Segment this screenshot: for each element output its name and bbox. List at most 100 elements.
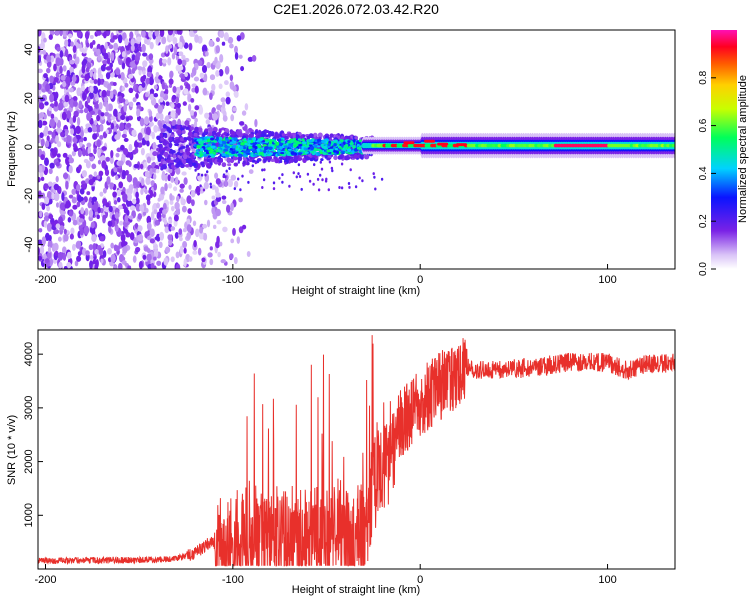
spectrogram-cell <box>149 228 155 237</box>
spectrogram-cell <box>108 225 112 234</box>
spectrogram-cell <box>142 60 148 68</box>
spectrogram-cell <box>87 201 93 209</box>
spectrogram-cell <box>117 262 123 269</box>
spectrogram-cell <box>184 164 190 168</box>
spectrogram-cell <box>126 122 132 128</box>
spectrogram-cell <box>169 193 173 201</box>
spectrogram-cell <box>344 143 349 148</box>
spectrogram-cell <box>169 134 175 138</box>
spectrogram-cell <box>43 113 47 120</box>
spectrogram-cell <box>202 76 207 81</box>
spectrogram-cell <box>241 224 247 230</box>
spectrogram-cell <box>278 142 284 146</box>
spectrogram-cell <box>78 218 85 223</box>
spectrogram-cell <box>108 44 114 50</box>
spectrogram-cell <box>38 255 43 261</box>
spectrogram-cell <box>182 101 187 106</box>
spectrogram-cell <box>146 71 152 78</box>
spectrogram-cell <box>153 173 157 180</box>
spectrogram-cell <box>279 145 283 150</box>
spectrogram-cell <box>209 185 213 189</box>
spectrogram-cell <box>131 67 136 74</box>
spectrogram-cell <box>156 135 162 141</box>
spectrogram-cell <box>327 188 330 192</box>
spectrogram-cell <box>69 87 74 93</box>
spectrogram-cell <box>85 42 90 48</box>
spectrogram-cell <box>177 58 183 65</box>
spectrogram-cell <box>152 151 158 157</box>
spectrogram-cell <box>159 231 165 241</box>
spectrogram-cell <box>181 205 187 213</box>
spectrogram-cell <box>118 30 123 34</box>
spectrogram-cell <box>197 59 203 67</box>
spectrogram-cell <box>67 33 73 38</box>
spectrogram-cell <box>232 144 237 149</box>
spectrogram-cell <box>83 107 89 114</box>
spectrogram-cell <box>121 169 126 179</box>
spectrogram-cell <box>44 157 49 167</box>
spectrogram-cell <box>89 110 96 115</box>
spectrogram-cell <box>373 175 376 179</box>
spectrogram-cell <box>142 70 146 75</box>
spectrogram-cell <box>268 140 273 145</box>
spectrogram-cell <box>317 188 321 192</box>
spectrogram-cell <box>209 246 213 251</box>
spectrogram-cell <box>170 205 175 212</box>
spectrogram-cell <box>168 83 173 88</box>
spectrogram-cell <box>250 148 254 152</box>
spectrogram-cell <box>254 161 257 165</box>
spectrogram-cell <box>93 72 97 80</box>
spectrogram-cell <box>201 139 205 144</box>
spectrogram-cell <box>91 234 97 242</box>
spectrogram-cell <box>40 154 45 161</box>
spectrogram-cell <box>74 260 79 267</box>
spectrogram-cell <box>99 124 104 132</box>
spectrogram-cell <box>203 232 208 241</box>
spectrogram-cell <box>124 229 129 234</box>
spectrogram-cell <box>278 176 281 180</box>
spectrogram-cell <box>106 57 111 65</box>
spectrogram-cell <box>155 112 160 120</box>
spectrogram-cell <box>104 41 108 50</box>
spectrogram-cell <box>175 64 181 72</box>
spectrogram-cell <box>106 89 111 97</box>
spectrogram-cell <box>233 154 238 157</box>
spectrogram-cell <box>43 183 49 189</box>
spectrogram-cell <box>129 101 134 107</box>
spectrogram-cell <box>297 152 303 156</box>
spectrogram-cell <box>229 74 234 82</box>
spectrogram-cell <box>43 253 47 258</box>
spectrogram-cell <box>212 60 217 66</box>
spectrogram-cell <box>188 42 193 51</box>
spectrogram-cell <box>326 157 331 161</box>
spectrogram-cell <box>317 152 321 156</box>
spectrogram-cell <box>361 179 364 183</box>
spectrogram-cell <box>167 174 171 182</box>
spectrogram-cell <box>229 147 233 151</box>
spectrogram-cell <box>279 159 283 164</box>
spectrogram-cell <box>85 160 91 169</box>
spectrogram-cell <box>238 54 243 59</box>
spectrogram-cell <box>53 242 59 252</box>
spectrogram-cell <box>163 151 169 157</box>
spectrogram-cell <box>354 185 358 189</box>
spectrogram-cell <box>182 227 187 233</box>
spectrogram-cell <box>144 116 150 126</box>
spectrogram-cell <box>201 65 208 73</box>
spectrogram-cell <box>162 124 167 129</box>
spectrogram-cell <box>178 228 183 235</box>
spectrogram-cell <box>159 132 164 138</box>
spectrogram-cell <box>191 87 196 93</box>
spectrogram-cell <box>300 148 304 151</box>
spectrogram-cell <box>128 143 133 152</box>
spectrogram-cell <box>174 176 179 186</box>
spectrogram-cell <box>63 137 67 142</box>
spectrogram-cell <box>134 222 139 229</box>
spectrogram-cell <box>295 134 300 139</box>
spectrogram-cell <box>301 139 306 142</box>
spectrogram-cell <box>231 150 236 154</box>
spectrogram-cell <box>272 187 276 191</box>
spectrogram-cell <box>236 35 242 42</box>
spectrogram-cell <box>228 136 232 140</box>
